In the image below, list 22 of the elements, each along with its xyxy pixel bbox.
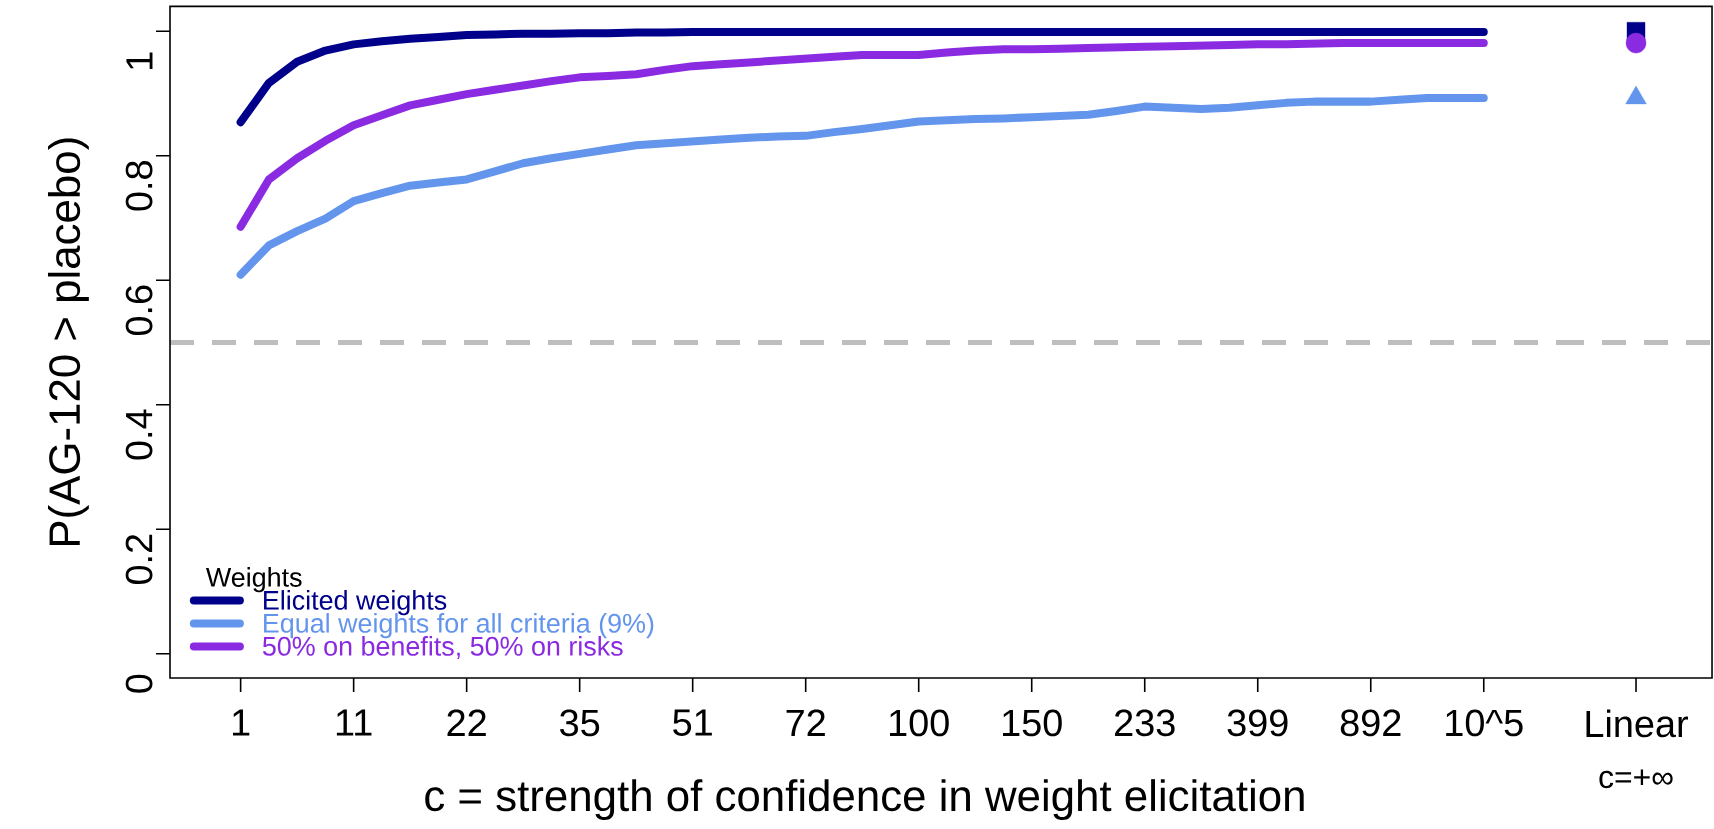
- x-tick-label: 11: [336, 709, 372, 736]
- x-tick-label: 892: [1340, 709, 1401, 737]
- y-tick-label: 0.6: [125, 285, 153, 336]
- y-tick-label: 0.8: [125, 161, 153, 211]
- x-tick-label: 72: [786, 709, 825, 736]
- x-tick-label: 399: [1227, 709, 1288, 737]
- x-tick-label: 1: [233, 709, 250, 736]
- y-tick-label: 1: [126, 52, 153, 69]
- x-tick-label: 22: [447, 709, 486, 736]
- y-axis-title: P(AG-120 > placebo): [47, 138, 89, 546]
- y-tick-label: 0: [125, 674, 153, 693]
- x-tick-label: Linear: [1586, 709, 1688, 738]
- x-tick-label: 150: [1003, 709, 1062, 737]
- y-tick-label: 0.4: [125, 409, 153, 460]
- x-tick-label: 100: [890, 709, 949, 737]
- x-tick-label: 10^5: [1446, 709, 1523, 737]
- x-tick-label: 233: [1115, 709, 1175, 737]
- x-tick-label: 35: [560, 709, 600, 737]
- y-tick-label: 0.2: [125, 534, 153, 585]
- text: c=+∞: [1599, 769, 1673, 789]
- x-tick-label: 51: [673, 709, 712, 736]
- x-axis-title: c = strength of confidence in weight elicitation: [425, 779, 1304, 821]
